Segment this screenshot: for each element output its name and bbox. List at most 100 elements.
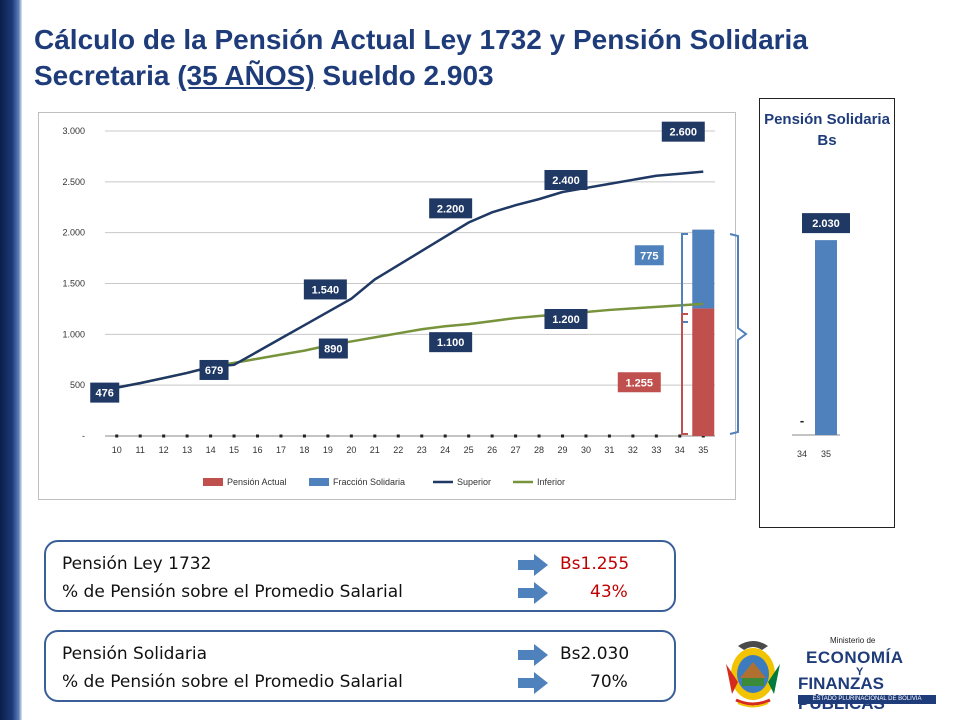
data-label-box xyxy=(544,309,588,329)
side-chart: 34 - 35 2.030 xyxy=(792,213,850,459)
zero-point-marker xyxy=(279,434,283,438)
zero-point-marker xyxy=(537,434,541,438)
zero-point-marker xyxy=(490,434,494,438)
info-label-pension-ley: Pensión Ley 1732 xyxy=(62,554,212,574)
y-tick-label: 1.500 xyxy=(62,279,85,289)
zero-point-marker xyxy=(514,434,518,438)
legend-swatch xyxy=(203,478,223,486)
data-label: 679 xyxy=(205,365,223,377)
info-box-pension-ley: Pensión Ley 1732 % de Pensión sobre el P… xyxy=(44,540,676,612)
legend-label: Inferior xyxy=(537,477,565,487)
data-label-box xyxy=(617,372,661,393)
data-label: - xyxy=(800,413,804,428)
legend-swatch xyxy=(309,478,329,486)
x-tick-label: 15 xyxy=(229,445,239,455)
x-tick-label: 33 xyxy=(651,445,661,455)
y-tick-label: 1.000 xyxy=(62,329,85,339)
x-tick-label: 14 xyxy=(206,445,216,455)
left-accent-bar xyxy=(0,0,22,720)
data-label-box xyxy=(303,279,347,300)
title-line-2: Secretaria (35 AÑOS) Sueldo 2.903 xyxy=(34,58,944,94)
x-tick-label: 30 xyxy=(581,445,591,455)
logo-y-text: Y xyxy=(856,666,864,678)
x-tick-label: 25 xyxy=(464,445,474,455)
data-label: 890 xyxy=(324,344,342,356)
y-tick-label: 500 xyxy=(70,380,85,390)
title-age-underlined: (35 AÑOS) xyxy=(177,60,315,91)
info-value-pension-solidaria: Bs2.030 xyxy=(560,644,630,664)
zero-point-marker xyxy=(162,434,166,438)
data-label-box xyxy=(429,198,473,219)
data-label-box xyxy=(318,338,348,359)
bar-pension-solidaria xyxy=(815,240,837,435)
x-tick-label: 18 xyxy=(299,445,309,455)
data-label: 1.200 xyxy=(552,314,580,326)
main-chart-frame: - 500 1.000 1.500 2.000 2.500 3.000 10 11 12 13 14 1… xyxy=(38,112,736,500)
data-label-box xyxy=(661,121,705,142)
x-tick-label: 31 xyxy=(604,445,614,455)
info-value-percent-2: 70% xyxy=(590,672,628,692)
legend-label: Superior xyxy=(457,477,491,487)
x-tick-label: 17 xyxy=(276,445,286,455)
x-tick-label: 21 xyxy=(370,445,380,455)
x-tick-label: 22 xyxy=(393,445,403,455)
info-value-percent-1: 43% xyxy=(590,582,628,602)
slide-title: Cálculo de la Pensión Actual Ley 1732 y … xyxy=(34,22,944,94)
ministry-logo: Ministerio de ECONOMÍA Y FINANZAS PÚBLIC… xyxy=(718,632,948,713)
zero-point-marker xyxy=(584,434,588,438)
bolivia-coat-of-arms-icon xyxy=(726,641,780,708)
zero-point-marker xyxy=(232,434,236,438)
logo-ministerio-text: Ministerio de xyxy=(830,636,876,645)
info-box-pension-solidaria: Pensión Solidaria % de Pensión sobre el … xyxy=(44,630,676,702)
title-line-1: Cálculo de la Pensión Actual Ley 1732 y … xyxy=(34,24,808,55)
zero-point-marker xyxy=(443,434,447,438)
bar-pension-actual xyxy=(692,308,715,436)
data-label: 775 xyxy=(640,250,658,262)
bracket-annotations xyxy=(681,233,748,435)
data-label: 1.100 xyxy=(437,337,465,349)
logo-economia-text: ECONOMÍA xyxy=(806,648,904,667)
x-tick-label: 10 xyxy=(112,445,122,455)
arrow-right-icon xyxy=(518,672,548,694)
logo-estado-text: ESTADO PLURINACIONAL DE BOLIVIA xyxy=(798,695,936,704)
x-tick-label: 24 xyxy=(440,445,450,455)
x-tick-label: 16 xyxy=(252,445,262,455)
bracket-1255 xyxy=(681,313,688,435)
x-tick-label: 26 xyxy=(487,445,497,455)
zero-point-marker xyxy=(607,434,611,438)
y-tick-label: - xyxy=(82,431,85,441)
y-tick-label: 2.500 xyxy=(62,177,85,187)
info-label-percent-1: % de Pensión sobre el Promedio Salarial xyxy=(62,582,403,602)
data-label: 2.400 xyxy=(552,175,580,187)
arrow-right-icon xyxy=(518,554,548,576)
title-line-2-start: Secretaria xyxy=(34,60,178,91)
line-superior xyxy=(116,170,704,389)
side-chart-title: Pensión Solidaria Bs xyxy=(764,111,890,149)
x-tick-label: 35 xyxy=(698,445,708,455)
data-label: 1.255 xyxy=(626,377,654,389)
data-label-box xyxy=(429,332,473,353)
zero-point-marker xyxy=(678,434,682,438)
legend-label: Pensión Actual xyxy=(227,477,287,487)
bar-fraccion-solidaria xyxy=(692,229,715,309)
y-tick-label: 3.000 xyxy=(62,126,85,136)
zero-point-marker xyxy=(561,434,564,438)
zero-point-marker xyxy=(654,434,658,438)
x-tick-label: 34 xyxy=(797,449,807,459)
data-label: 2.200 xyxy=(437,203,465,215)
data-label-box xyxy=(634,245,664,266)
arrow-right-icon xyxy=(518,582,548,604)
data-label: 1.540 xyxy=(312,284,340,296)
logo-finanzas-text: FINANZAS PÚBLICAS xyxy=(798,674,885,713)
main-chart: - 500 1.000 1.500 2.000 2.500 3.000 10 11 12 13 14 1… xyxy=(62,121,715,487)
zero-point-marker xyxy=(373,434,377,438)
x-tick-label: 11 xyxy=(136,445,145,455)
legend-label: Fracción Solidaria xyxy=(333,477,405,487)
zero-point-marker xyxy=(420,434,424,438)
zero-point-marker xyxy=(256,434,259,438)
zero-point-marker xyxy=(631,434,635,438)
info-label-pension-solidaria: Pensión Solidaria xyxy=(62,644,208,664)
zero-point-marker xyxy=(396,434,400,438)
data-label: 2.600 xyxy=(670,127,698,139)
zero-point-marker xyxy=(138,434,142,438)
